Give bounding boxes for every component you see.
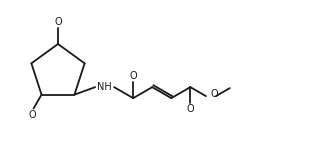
Text: NH: NH: [97, 82, 111, 92]
Text: O: O: [211, 89, 219, 99]
Text: O: O: [187, 104, 194, 114]
Text: O: O: [29, 109, 36, 120]
Text: O: O: [129, 71, 137, 81]
Text: O: O: [54, 17, 62, 27]
